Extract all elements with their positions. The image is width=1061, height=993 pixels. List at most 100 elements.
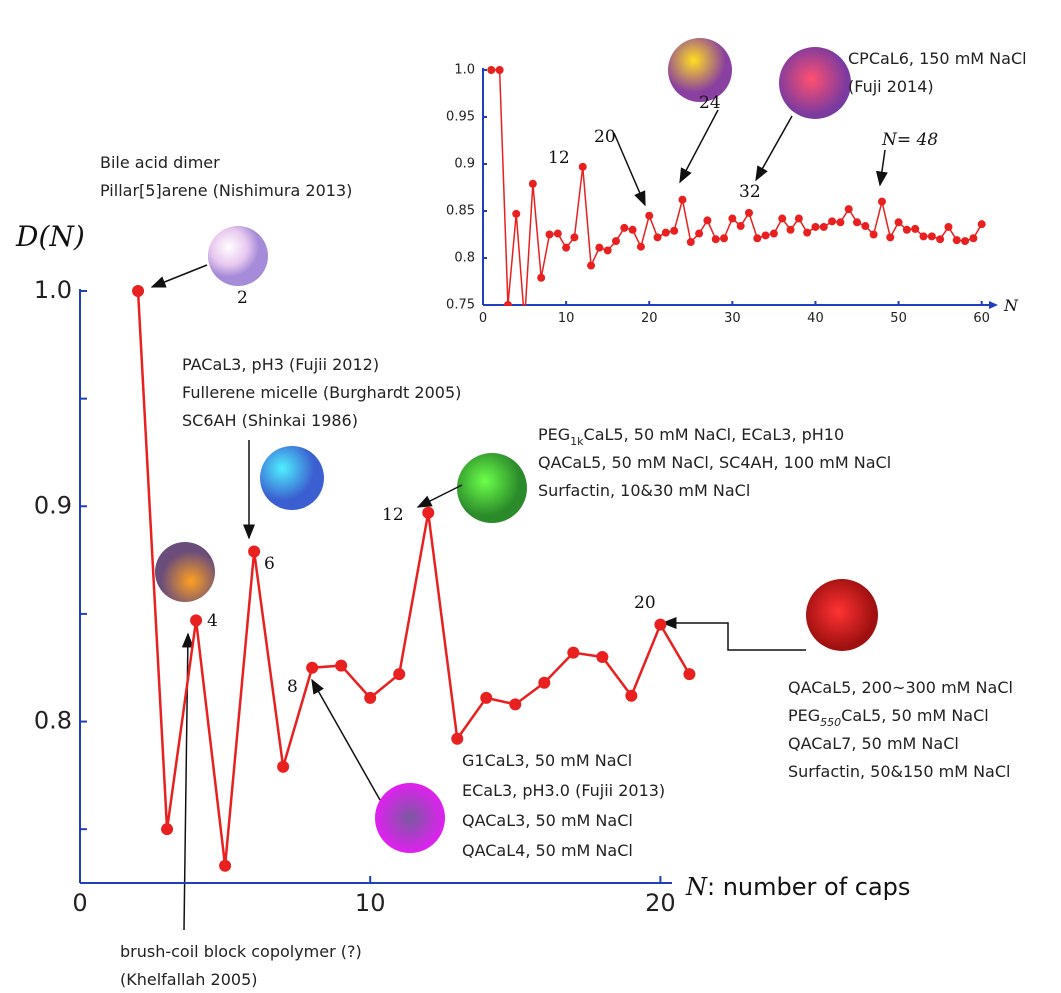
x-tick-label: 50	[890, 311, 907, 326]
data-point	[554, 230, 562, 238]
y-axis-label-text: D(N)	[15, 220, 85, 253]
annotation-subscript: 1k	[570, 435, 584, 448]
chart: 1.00.950.90.850.80.750102030405060N	[446, 63, 1019, 327]
data-point	[364, 692, 376, 704]
annotation: PACaL3, pH3 (Fujii 2012)	[182, 355, 379, 374]
data-point	[451, 733, 463, 745]
data-point	[654, 619, 666, 631]
data-point	[803, 229, 811, 237]
sphere-icon	[260, 446, 324, 510]
annotation: SC6AH (Shinkai 1986)	[182, 411, 358, 430]
data-point	[836, 218, 844, 226]
data-point	[695, 230, 703, 238]
point-label: N= 48	[881, 130, 938, 150]
data-point	[683, 668, 695, 680]
x-tick-label: 10	[355, 889, 386, 917]
data-point	[861, 222, 869, 230]
data-point	[595, 244, 603, 252]
data-point	[845, 205, 853, 213]
annotation: G1CaL3, 50 mM NaCl	[462, 751, 632, 770]
data-point	[625, 690, 637, 702]
point-label: 12	[382, 505, 404, 525]
data-point	[567, 647, 579, 659]
annotation: Surfactin, 10&30 mM NaCl	[538, 481, 750, 500]
arrow	[418, 485, 462, 507]
arrow	[663, 623, 806, 650]
data-point	[570, 233, 578, 241]
x-axis-arrow	[989, 301, 998, 309]
data-point	[820, 223, 828, 231]
sphere-icon	[375, 783, 445, 853]
annotation: (Khelfallah 2005)	[120, 970, 257, 989]
data-point	[480, 692, 492, 704]
spheres	[155, 38, 878, 853]
annotation: QACaL5, 50 mM NaCl, SC4AH, 100 mM NaCl	[538, 453, 891, 472]
x-tick-label: 10	[558, 311, 575, 326]
data-point	[678, 196, 686, 204]
data-point	[953, 236, 961, 244]
annotation: Bile acid dimer	[100, 153, 220, 172]
annotation: PEG1kCaL5, 50 mM NaCl, ECaL3, pH10	[538, 425, 844, 448]
x-axis-label: N: number of caps	[685, 873, 910, 901]
data-point	[687, 238, 695, 246]
data-point	[248, 545, 260, 557]
data-point	[277, 761, 289, 773]
x-tick-label: 20	[641, 311, 658, 326]
data-point	[870, 231, 878, 239]
data-point	[886, 233, 894, 241]
data-point	[604, 246, 612, 254]
x-axis-label-part: N	[1003, 296, 1019, 315]
y-tick-label: 0.75	[446, 298, 475, 313]
data-point	[161, 823, 173, 835]
arrow	[614, 133, 645, 205]
data-point	[969, 234, 977, 242]
data-point	[745, 209, 753, 217]
annotation: QACaL7, 50 mM NaCl	[788, 734, 959, 753]
point-label: 24	[699, 93, 721, 113]
data-point	[422, 507, 434, 519]
data-point	[728, 215, 736, 223]
data-point	[712, 235, 720, 243]
arrow	[152, 265, 207, 287]
data-point	[487, 66, 495, 74]
data-point	[878, 198, 886, 206]
data-point	[545, 231, 553, 239]
annotation: QACaL5, 200~300 mM NaCl	[788, 678, 1013, 697]
data-point	[895, 218, 903, 226]
data-point	[637, 243, 645, 251]
x-axis-label-part: : number of caps	[707, 873, 910, 901]
data-point	[306, 662, 318, 674]
data-point	[936, 235, 944, 243]
annotation-part: PEG	[788, 706, 820, 725]
sphere-icon	[806, 579, 878, 651]
data-point	[753, 234, 761, 242]
annotation: CPCaL6, 150 mM NaCl	[848, 49, 1027, 68]
data-point	[670, 227, 678, 235]
x-tick-label: 0	[479, 311, 487, 326]
data-point	[521, 317, 529, 325]
y-tick-label: 0.85	[446, 204, 475, 219]
arrow	[756, 116, 792, 180]
y-tick-label: 1.0	[454, 63, 475, 78]
data-point	[828, 217, 836, 225]
data-point	[190, 614, 202, 626]
data-point	[596, 651, 608, 663]
point-label: 20	[594, 127, 616, 147]
data-point	[770, 230, 778, 238]
data-point	[703, 216, 711, 224]
data-point	[787, 226, 795, 234]
data-point	[529, 180, 537, 188]
annotation: (Fuji 2014)	[848, 77, 934, 96]
point-label: 6	[264, 554, 275, 574]
data-point	[903, 226, 911, 234]
x-tick-label: 40	[807, 311, 824, 326]
annotation: QACaL3, 50 mM NaCl	[462, 811, 633, 830]
sphere-icon	[457, 453, 527, 523]
sphere-icon	[779, 47, 851, 119]
data-point	[778, 215, 786, 223]
annotation: ECaL3, pH3.0 (Fujii 2013)	[462, 781, 665, 800]
annotation: brush-coil block copolymer (?)	[120, 942, 362, 961]
data-point	[496, 66, 504, 74]
data-point	[509, 698, 521, 710]
annotation-part: CaL5, 50 mM NaCl	[841, 706, 989, 725]
